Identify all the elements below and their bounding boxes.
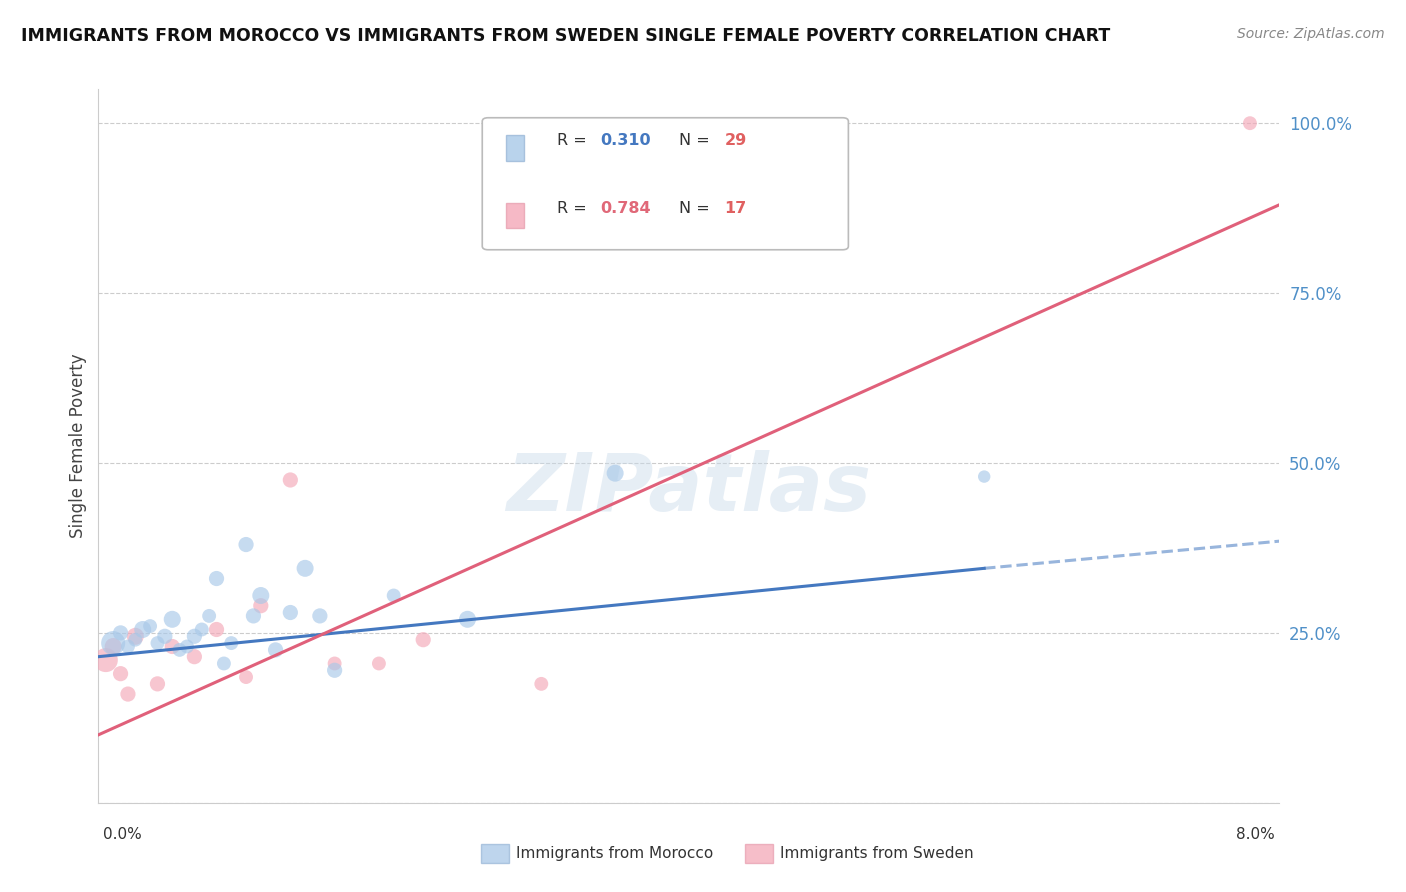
Point (94, 653, 117, 667)
Text: R =: R = (557, 201, 592, 216)
Point (235, 537, 257, 551)
Text: N =: N = (679, 201, 716, 216)
Point (605, 466, 627, 480)
Point (973, 469, 995, 483)
Point (110, 666, 132, 681)
FancyBboxPatch shape (506, 135, 524, 161)
Point (124, 632, 146, 647)
Point (169, 643, 191, 657)
Point (264, 643, 287, 657)
Text: 0.784: 0.784 (600, 201, 651, 216)
FancyBboxPatch shape (506, 202, 524, 228)
Point (323, 657, 346, 671)
Point (309, 608, 332, 623)
Point (280, 606, 302, 620)
Text: N =: N = (679, 133, 716, 148)
FancyBboxPatch shape (482, 118, 848, 250)
Point (198, 608, 221, 623)
Point (250, 599, 273, 613)
Point (212, 657, 235, 671)
Point (176, 640, 198, 654)
Point (146, 677, 169, 691)
Point (103, 640, 125, 654)
Point (221, 636, 243, 650)
Y-axis label: Single Female Poverty: Single Female Poverty (69, 354, 87, 538)
Point (103, 636, 125, 650)
Text: 0.310: 0.310 (600, 133, 651, 148)
Point (191, 623, 214, 637)
Point (382, 589, 405, 603)
Text: IMMIGRANTS FROM MOROCCO VS IMMIGRANTS FROM SWEDEN SINGLE FEMALE POVERTY CORRELAT: IMMIGRANTS FROM MOROCCO VS IMMIGRANTS FR… (21, 27, 1111, 45)
Point (146, 636, 169, 650)
Point (205, 572, 228, 586)
Point (1239, 116, 1261, 130)
Point (117, 687, 139, 701)
Text: 29: 29 (724, 133, 747, 148)
Text: R =: R = (557, 133, 592, 148)
Point (162, 612, 183, 626)
Text: ZIPatlas: ZIPatlas (506, 450, 872, 528)
Text: 8.0%: 8.0% (1236, 827, 1275, 841)
Point (235, 670, 257, 684)
Point (250, 589, 273, 603)
Text: Source: ZipAtlas.com: Source: ZipAtlas.com (1237, 27, 1385, 41)
Point (205, 623, 228, 637)
Point (368, 657, 391, 671)
Point (132, 623, 155, 637)
Point (153, 629, 176, 643)
Point (124, 629, 146, 643)
Text: Immigrants from Morocco: Immigrants from Morocco (516, 847, 713, 861)
Point (110, 626, 132, 640)
Text: 17: 17 (724, 201, 747, 216)
Point (162, 640, 183, 654)
Point (183, 629, 205, 643)
Point (530, 677, 553, 691)
Point (183, 649, 205, 664)
Text: Immigrants from Sweden: Immigrants from Sweden (780, 847, 974, 861)
Point (280, 473, 302, 487)
Point (117, 640, 139, 654)
Point (139, 619, 162, 633)
Point (412, 632, 434, 647)
Point (294, 561, 316, 575)
Point (457, 612, 479, 626)
Point (323, 663, 346, 677)
Text: 0.0%: 0.0% (103, 827, 142, 841)
Point (242, 608, 264, 623)
